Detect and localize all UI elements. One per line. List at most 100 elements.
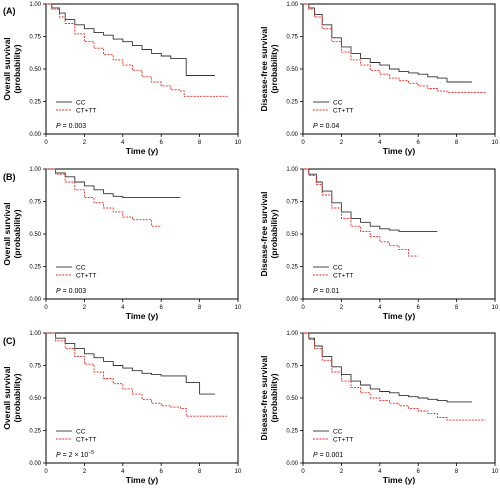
x-tick-label: 2 xyxy=(340,305,344,311)
y-tick-label: 1.00 xyxy=(286,331,298,337)
y-tick-label: 0.25 xyxy=(286,265,298,271)
x-tick-label: 6 xyxy=(160,305,164,311)
panel-label: (A) xyxy=(3,6,16,16)
p-value-annotation: P = 2 × 10−5 xyxy=(56,450,94,459)
x-tick-label: 0 xyxy=(44,305,48,311)
legend-label: CT+TT xyxy=(333,436,353,443)
p-value-symbol: P xyxy=(313,123,318,130)
legend-label: CT+TT xyxy=(76,272,96,279)
legend-label: CC xyxy=(333,99,343,106)
survival-curve-cc xyxy=(46,332,215,395)
legend-label: CT+TT xyxy=(76,436,96,443)
x-tick-label: 2 xyxy=(83,305,87,311)
p-value-symbol: P xyxy=(313,288,318,295)
p-value-text: = 2 × 10 xyxy=(61,452,89,459)
y-tick-label: 1.00 xyxy=(286,167,298,173)
survival-curve-ct-tt xyxy=(46,332,229,417)
x-tick-label: 8 xyxy=(198,305,202,311)
x-tick-label: 8 xyxy=(455,305,459,311)
x-tick-label: 8 xyxy=(455,469,459,475)
x-tick-label: 4 xyxy=(121,469,125,475)
y-tick-label: 0.00 xyxy=(286,132,298,138)
x-tick-label: 6 xyxy=(160,469,164,475)
p-value-text: = 0.003 xyxy=(61,288,87,295)
y-tick-label: 0.25 xyxy=(29,265,41,271)
legend-label: CC xyxy=(76,264,86,271)
y-tick-label: 0.00 xyxy=(286,297,298,303)
y-tick-label: 0.00 xyxy=(29,132,41,138)
p-value-text: = 0.04 xyxy=(318,123,340,130)
plot-frame xyxy=(302,332,496,464)
plot-frame xyxy=(302,168,496,300)
y-tick-label: 0.75 xyxy=(29,364,41,370)
y-axis-label-line2: (probability) xyxy=(269,209,279,258)
survival-curve-cc xyxy=(303,168,438,232)
y-axis-label-line2: (probability) xyxy=(12,373,22,422)
y-tick-label: 0.75 xyxy=(286,364,298,370)
y-tick-label: 1.00 xyxy=(29,167,41,173)
panel-label: (B) xyxy=(3,172,16,182)
survival-curve-ct-tt xyxy=(46,168,162,227)
x-tick-label: 10 xyxy=(492,305,499,311)
p-value-annotation: P = 0.04 xyxy=(313,123,339,130)
y-axis-label-line2: (probability) xyxy=(269,373,279,422)
y-tick-label: 0.75 xyxy=(286,200,298,206)
x-tick-label: 6 xyxy=(417,305,421,311)
y-axis-label-line2: (probability) xyxy=(269,44,279,93)
legend-label: CT+TT xyxy=(76,107,96,114)
y-axis-label-line2: (probability) xyxy=(12,209,22,258)
p-value-symbol: P xyxy=(56,288,61,295)
x-tick-label: 0 xyxy=(301,305,305,311)
y-tick-label: 0.50 xyxy=(29,232,41,238)
legend-label: CC xyxy=(76,428,86,435)
survival-curve-cc xyxy=(303,3,472,83)
survival-curve-ct-tt xyxy=(303,3,486,93)
x-tick-label: 4 xyxy=(121,305,125,311)
x-tick-label: 8 xyxy=(198,469,202,475)
y-tick-label: 1.00 xyxy=(29,331,41,337)
x-tick-label: 6 xyxy=(160,140,164,146)
survival-curve-cc xyxy=(303,332,472,403)
x-axis-label: Time (y) xyxy=(383,146,416,156)
x-tick-label: 0 xyxy=(301,140,305,146)
y-axis-label-line1: Disease-free survival xyxy=(259,26,269,111)
x-tick-label: 8 xyxy=(198,140,202,146)
survival-curve-cc xyxy=(46,168,181,199)
p-value-exponent: −5 xyxy=(88,450,94,456)
y-axis-label-line1: Disease-free survival xyxy=(259,191,269,276)
p-value-symbol: P xyxy=(56,452,61,459)
km-panel: (C) 0.00 0.25 0.50 0.75 1.00 0 2 4 6 8 10 Time (y) Ov… xyxy=(2,331,242,485)
legend-label: CC xyxy=(76,99,86,106)
legend-label: CC xyxy=(333,264,343,271)
x-axis-label: Time (y) xyxy=(126,311,159,321)
y-tick-label: 0.75 xyxy=(29,35,41,41)
x-tick-label: 2 xyxy=(340,469,344,475)
survival-curve-ct-tt xyxy=(46,3,229,97)
x-axis-label: Time (y) xyxy=(126,146,159,156)
x-axis-label: Time (y) xyxy=(126,475,159,485)
x-tick-label: 10 xyxy=(235,469,242,475)
p-value-annotation: P = 0.01 xyxy=(313,288,339,295)
y-tick-label: 1.00 xyxy=(286,2,298,8)
x-axis-label: Time (y) xyxy=(383,475,416,485)
p-value-symbol: P xyxy=(313,452,318,459)
x-tick-label: 6 xyxy=(417,140,421,146)
x-tick-label: 4 xyxy=(378,140,382,146)
x-tick-label: 8 xyxy=(455,140,459,146)
x-tick-label: 6 xyxy=(417,469,421,475)
y-tick-label: 0.75 xyxy=(29,200,41,206)
y-tick-label: 0.25 xyxy=(286,429,298,435)
y-tick-label: 0.75 xyxy=(286,35,298,41)
y-tick-label: 0.50 xyxy=(29,67,41,73)
legend-label: CT+TT xyxy=(333,107,353,114)
x-tick-label: 10 xyxy=(235,305,242,311)
panel-label: (C) xyxy=(3,336,16,346)
p-value-symbol: P xyxy=(56,123,61,130)
x-tick-label: 4 xyxy=(121,140,125,146)
legend-label: CC xyxy=(333,428,343,435)
y-axis-label-line1: Overall survival xyxy=(2,37,12,100)
x-tick-label: 10 xyxy=(492,469,499,475)
y-axis-label-line1: Disease-free survival xyxy=(259,355,269,440)
y-tick-label: 0.50 xyxy=(286,67,298,73)
survival-curve-ct-tt xyxy=(303,168,419,257)
